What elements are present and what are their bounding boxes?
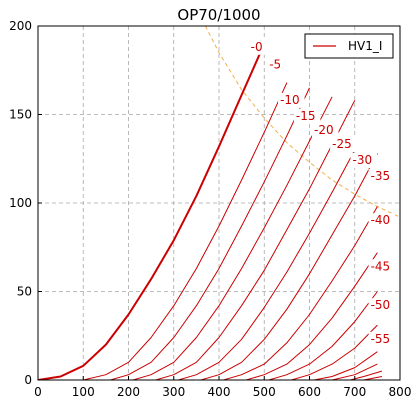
curve-label: -45: [371, 259, 391, 273]
grid: [38, 26, 400, 380]
curve-label-bg: [293, 108, 321, 124]
curve-label: -50: [371, 298, 391, 312]
series-line--30: [200, 153, 378, 380]
series-line--25: [178, 149, 356, 380]
curve-label: -55: [371, 332, 391, 346]
legend: HV1_I: [304, 33, 394, 59]
legend-entry: HV1_I: [348, 39, 382, 53]
x-tick-label: 200: [117, 385, 140, 399]
curve-label-bg: [368, 259, 396, 275]
curve-label-bg: [248, 39, 268, 55]
curve-label: -30: [352, 153, 372, 167]
curve-label-bg: [368, 331, 396, 347]
series-line--15: [132, 96, 333, 380]
series-line--40: [245, 252, 378, 380]
anode-dissipation-curve: [204, 26, 400, 218]
x-tick-label: 300: [162, 385, 185, 399]
y-tick-label: 150: [9, 108, 32, 122]
y-tick-label: 200: [9, 19, 32, 33]
curve-label: -35: [371, 169, 391, 183]
curve-label: -0: [251, 40, 263, 54]
curve-label-bg: [267, 57, 287, 73]
axis-ticks: 0 100 200 300 400 500 600 700 800 0 50 100 150 200: [9, 19, 411, 399]
series-line--0: [38, 43, 266, 380]
x-tick-label: 0: [34, 385, 42, 399]
curve-label-bg: [312, 122, 339, 138]
series-line--45: [268, 291, 378, 380]
x-tick-label: 800: [389, 385, 412, 399]
series-line--5: [83, 82, 288, 380]
curve-label-bg: [368, 298, 396, 314]
series-line-extra-14: [363, 376, 382, 380]
curve-label-bg: [330, 137, 357, 153]
curve-label-bg: [368, 213, 396, 229]
series-line--55: [313, 351, 378, 380]
curve-label: -20: [314, 123, 334, 137]
y-tick-label: 50: [17, 285, 32, 299]
x-tick-label: 500: [253, 385, 276, 399]
x-tick-label: 100: [72, 385, 95, 399]
y-tick-label: 100: [9, 196, 32, 210]
curve-label: -25: [332, 137, 352, 151]
plot-area: [38, 26, 400, 380]
series-line--20: [155, 100, 356, 380]
series-line-extra-12: [331, 363, 378, 380]
chart-title: OP70/1000: [177, 6, 260, 24]
x-tick-label: 700: [343, 385, 366, 399]
curve-label: -40: [371, 213, 391, 227]
x-tick-label: 400: [208, 385, 231, 399]
x-tick-label: 600: [298, 385, 321, 399]
series-line--35: [223, 206, 378, 380]
curve-labels: -0 -5 -10 -15-20-25-30 -35 -40 -45 -50 -55: [248, 39, 396, 347]
y-tick-label: 0: [24, 373, 32, 387]
curve-label-bg: [368, 168, 396, 184]
curve-label-bg: [350, 153, 377, 169]
curve-label: -10: [280, 93, 300, 107]
series-line--10: [110, 87, 310, 380]
curve-label: -15: [296, 109, 316, 123]
curve-label-bg: [278, 92, 305, 108]
curve-label: -5: [269, 57, 281, 71]
series-line--50: [291, 324, 378, 380]
